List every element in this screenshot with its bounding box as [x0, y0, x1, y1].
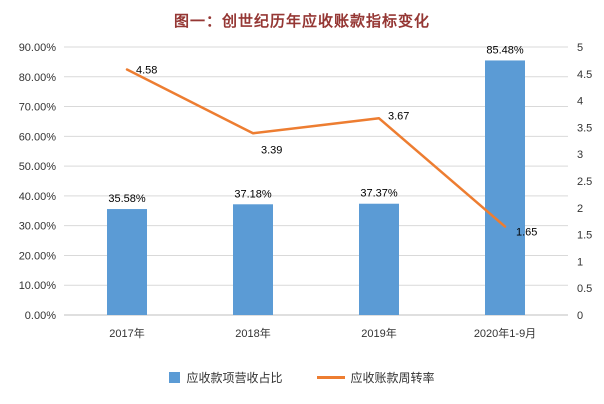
- svg-text:1: 1: [577, 256, 583, 268]
- bar-series-swatch-icon: [169, 372, 181, 383]
- x-axis-labels: 2017年 2018年 2019年 2020年1-9月: [109, 326, 536, 340]
- svg-text:3.5: 3.5: [577, 122, 592, 134]
- svg-text:35.58%: 35.58%: [108, 193, 146, 205]
- svg-text:30.00%: 30.00%: [19, 221, 57, 233]
- svg-text:2017年: 2017年: [109, 326, 144, 340]
- svg-text:1.65: 1.65: [516, 227, 537, 239]
- bar-2019年: [359, 203, 399, 315]
- svg-text:4.5: 4.5: [577, 69, 592, 81]
- svg-text:0.00%: 0.00%: [25, 310, 56, 322]
- svg-text:2019年: 2019年: [361, 326, 396, 340]
- svg-text:2: 2: [577, 203, 583, 215]
- svg-text:80.00%: 80.00%: [19, 72, 57, 84]
- svg-text:0.5: 0.5: [577, 283, 592, 295]
- svg-text:37.18%: 37.18%: [234, 188, 272, 200]
- svg-text:3.39: 3.39: [261, 144, 282, 156]
- svg-text:40.00%: 40.00%: [19, 191, 57, 203]
- svg-text:10.00%: 10.00%: [19, 280, 57, 292]
- chart-title: 图一：创世纪历年应收账款指标变化: [173, 13, 430, 30]
- left-axis-labels: 0.00% 10.00% 20.00% 30.00% 40.00% 50.00% 60.00…: [19, 42, 57, 322]
- bar-2018年: [233, 204, 273, 315]
- chart-legend: 应收款项营收占比 应收账款周转率: [169, 369, 435, 386]
- legend-item-bar-series[interactable]: 应收款项营收占比: [169, 369, 283, 386]
- right-axis-labels: 0 0.5 1 1.5 2 2.5 3 3.5 4 4.5 5: [577, 42, 592, 322]
- svg-text:4.58: 4.58: [136, 65, 157, 77]
- svg-text:2018年: 2018年: [235, 326, 270, 340]
- gridlines: [64, 46, 568, 316]
- svg-text:20.00%: 20.00%: [19, 250, 57, 262]
- svg-text:2020年1-9月: 2020年1-9月: [474, 326, 536, 340]
- svg-text:85.48%: 85.48%: [486, 44, 524, 56]
- bar-series: [107, 60, 525, 315]
- svg-text:0: 0: [577, 310, 583, 322]
- svg-text:2.5: 2.5: [577, 176, 592, 188]
- line-data-labels: 4.58 3.39 3.67 1.65: [136, 65, 537, 239]
- legend-item-line-series[interactable]: 应收账款周转率: [316, 369, 435, 386]
- svg-text:60.00%: 60.00%: [19, 131, 57, 143]
- svg-text:5: 5: [577, 42, 583, 54]
- svg-text:3.67: 3.67: [388, 110, 409, 122]
- line-series-swatch-icon: [316, 376, 345, 379]
- svg-text:70.00%: 70.00%: [19, 102, 57, 114]
- svg-text:1.5: 1.5: [577, 230, 592, 242]
- svg-text:3: 3: [577, 149, 583, 161]
- line-series: [125, 68, 507, 228]
- bar-data-labels: 35.58% 37.18% 37.37% 85.48%: [108, 44, 524, 205]
- bar-2017年: [107, 209, 147, 315]
- legend-label-bar-series: 应收款项营收占比: [186, 371, 283, 385]
- legend-label-line-series: 应收账款周转率: [350, 371, 435, 385]
- bar-2020年1-9月: [485, 60, 525, 315]
- svg-text:4: 4: [577, 96, 583, 108]
- svg-text:90.00%: 90.00%: [19, 42, 57, 54]
- svg-text:50.00%: 50.00%: [19, 161, 57, 173]
- svg-text:37.37%: 37.37%: [360, 188, 398, 200]
- chart-plot-area: 0.00% 10.00% 20.00% 30.00% 40.00% 50.00% 60.00…: [19, 42, 593, 340]
